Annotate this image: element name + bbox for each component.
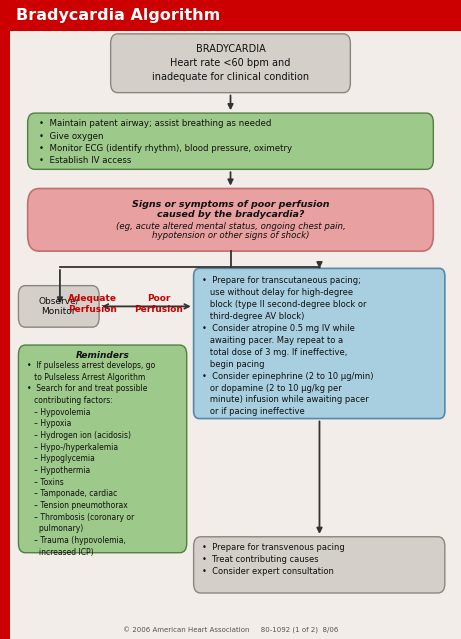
- Text: Reminders: Reminders: [76, 351, 130, 360]
- FancyBboxPatch shape: [194, 537, 445, 593]
- FancyBboxPatch shape: [111, 34, 350, 93]
- Text: (eg, acute altered mental status, ongoing chest pain,: (eg, acute altered mental status, ongoin…: [116, 222, 345, 231]
- FancyBboxPatch shape: [0, 31, 10, 639]
- Text: Observe/
Monitor: Observe/ Monitor: [38, 296, 79, 316]
- Text: Poor
Perfusion: Poor Perfusion: [135, 295, 183, 314]
- FancyBboxPatch shape: [28, 189, 433, 251]
- Text: caused by the bradycardia?: caused by the bradycardia?: [157, 210, 304, 219]
- Text: © 2006 American Heart Association     80-1092 (1 of 2)  8/06: © 2006 American Heart Association 80-109…: [123, 627, 338, 634]
- Text: hypotension or other signs of shock): hypotension or other signs of shock): [152, 231, 309, 240]
- Text: •  Prepare for transvenous pacing
•  Treat contributing causes
•  Consider exper: • Prepare for transvenous pacing • Treat…: [202, 543, 345, 576]
- Text: •  Prepare for transcutaneous pacing;
   use without delay for high-degree
   bl: • Prepare for transcutaneous pacing; use…: [202, 276, 373, 417]
- Text: Adequate
Perfusion: Adequate Perfusion: [68, 295, 117, 314]
- Text: •  If pulseless arrest develops, go
   to Pulseless Arrest Algorithm
•  Search f: • If pulseless arrest develops, go to Pu…: [27, 361, 155, 557]
- FancyBboxPatch shape: [18, 286, 99, 327]
- FancyBboxPatch shape: [18, 345, 187, 553]
- Text: Signs or symptoms of poor perfusion: Signs or symptoms of poor perfusion: [132, 200, 329, 209]
- FancyBboxPatch shape: [0, 0, 461, 31]
- Text: Bradycardia Algorithm: Bradycardia Algorithm: [16, 8, 220, 23]
- Text: BRADYCARDIA
Heart rate <60 bpm and
inadequate for clinical condition: BRADYCARDIA Heart rate <60 bpm and inade…: [152, 44, 309, 82]
- FancyBboxPatch shape: [28, 113, 433, 169]
- FancyBboxPatch shape: [194, 268, 445, 419]
- Text: •  Maintain patent airway; assist breathing as needed
•  Give oxygen
•  Monitor : • Maintain patent airway; assist breathi…: [39, 119, 292, 165]
